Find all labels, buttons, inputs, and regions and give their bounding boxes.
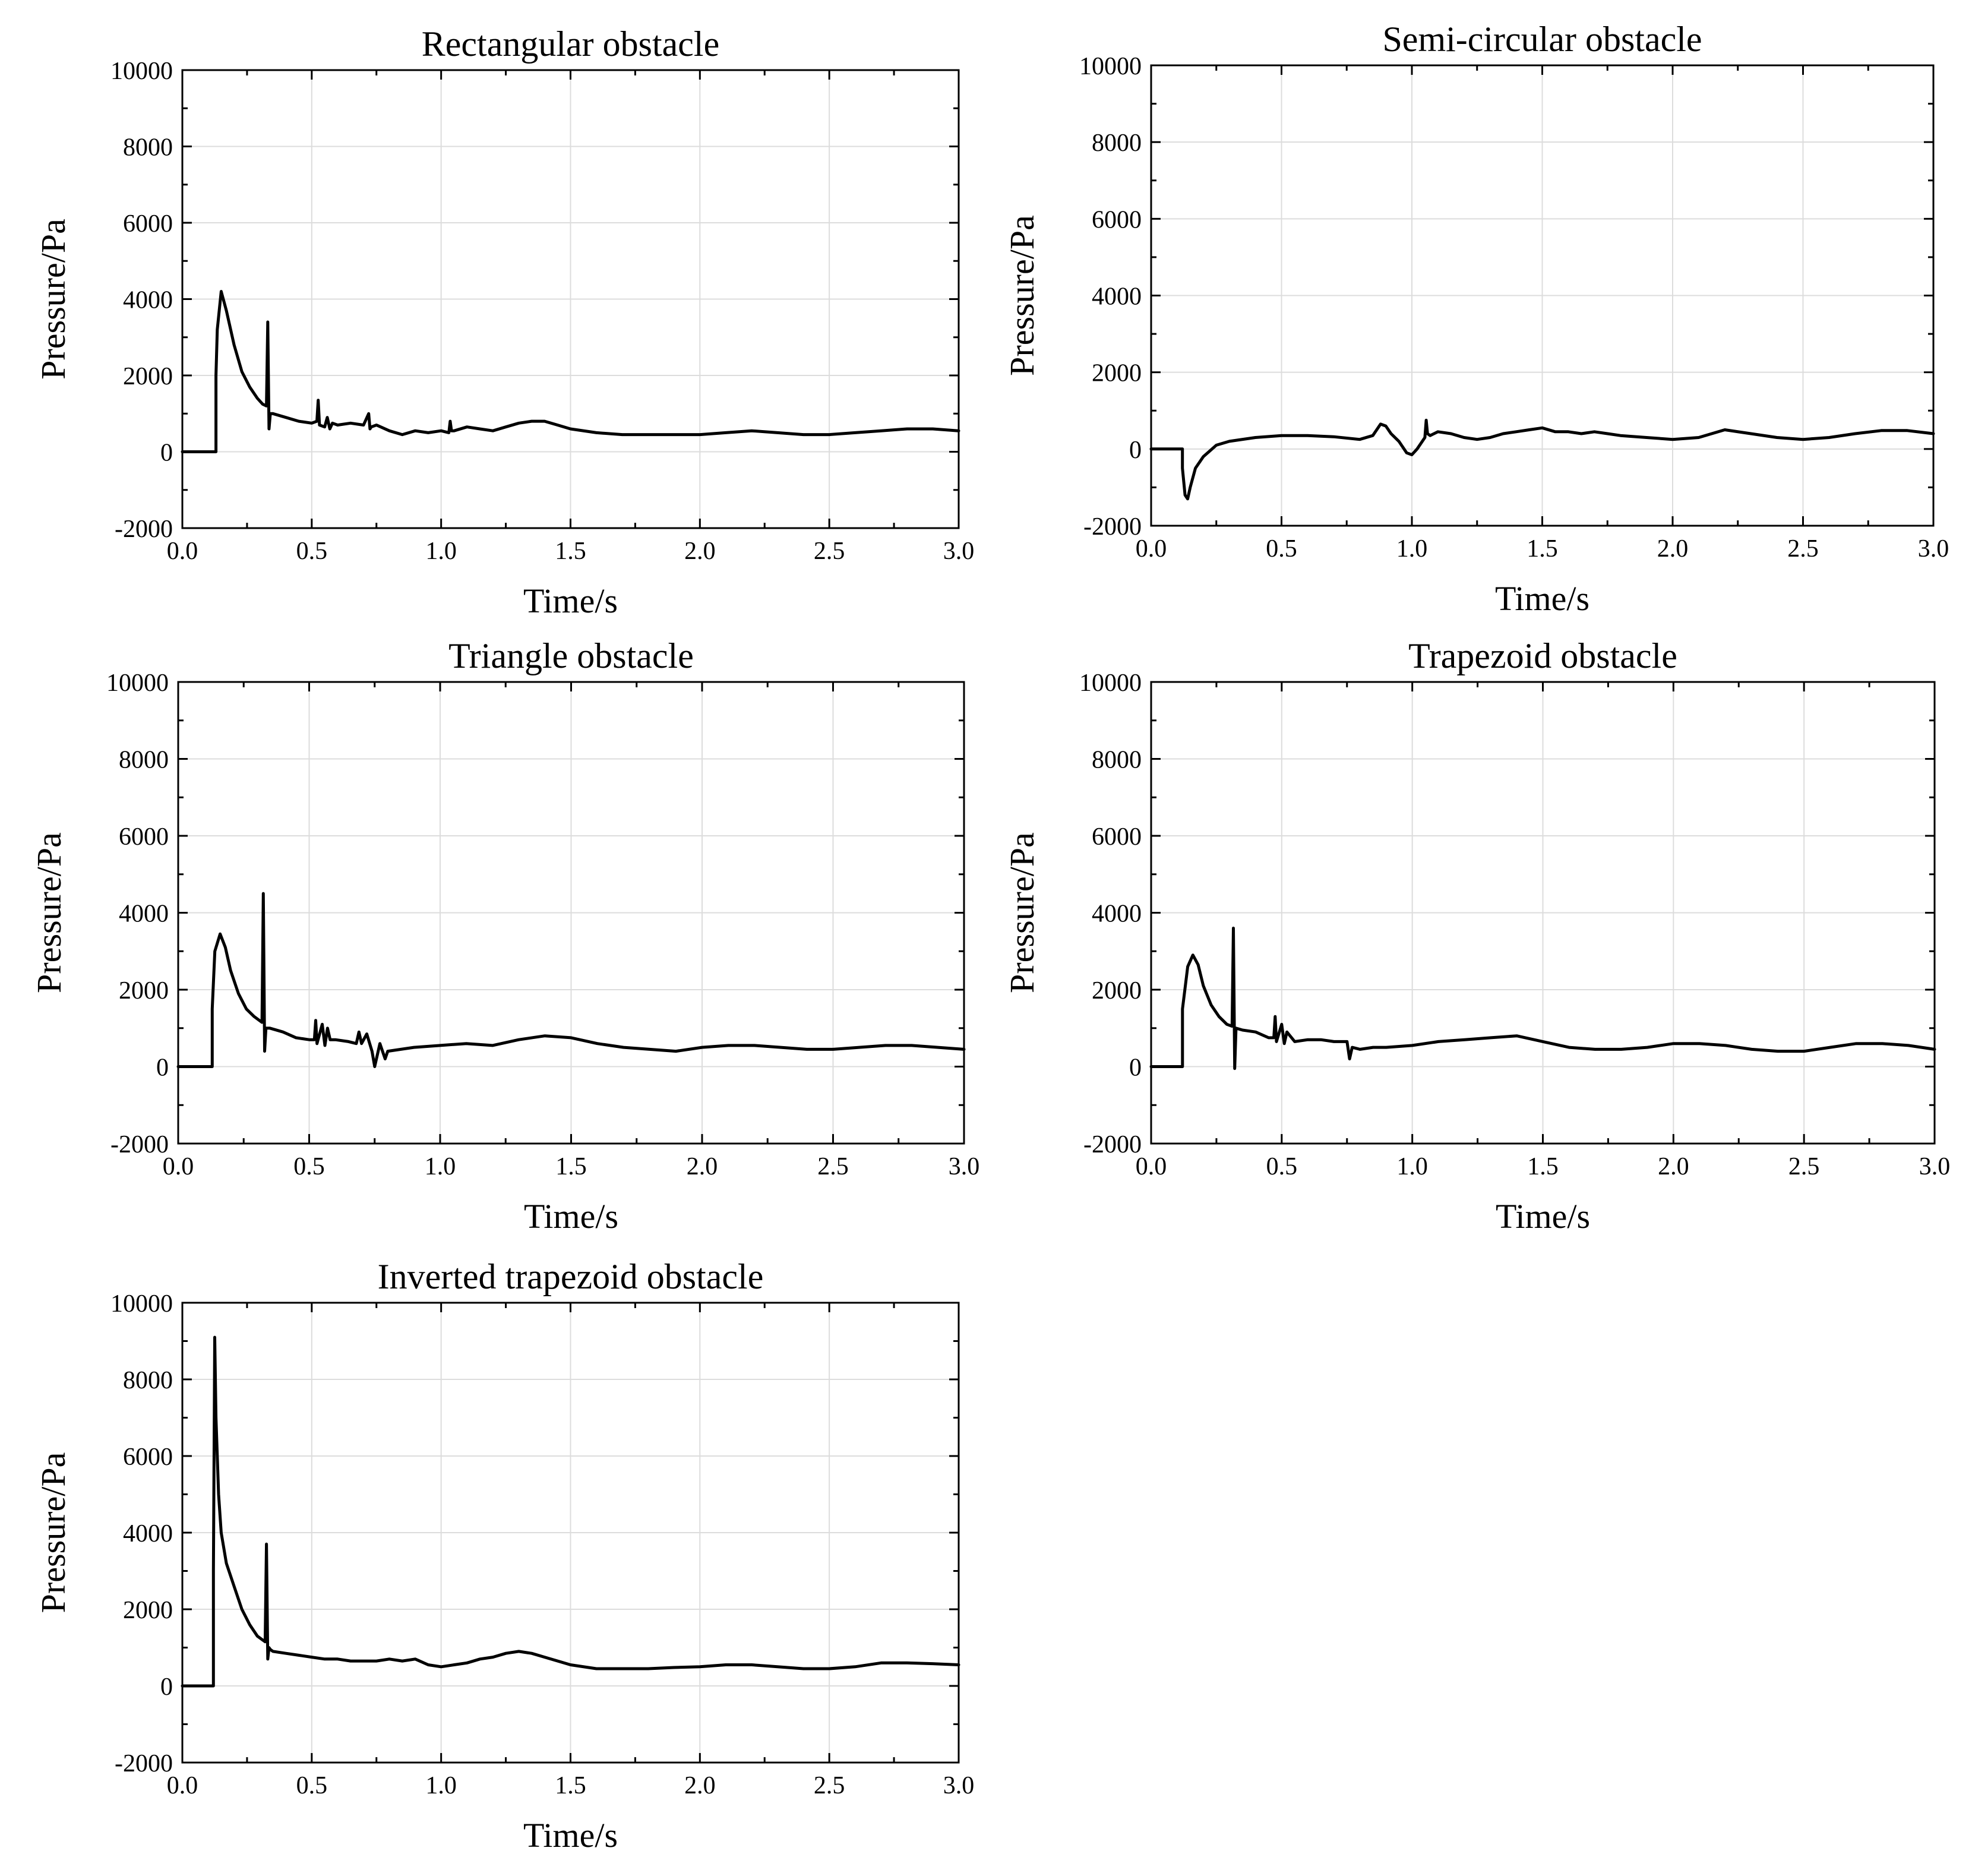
y-tick-label: 6000	[123, 210, 173, 238]
chart-title: Semi-circular obstacle	[1382, 20, 1702, 59]
x-axis-title: Time/s	[523, 582, 618, 620]
y-axis-title: Pressure/Pa	[34, 219, 72, 380]
x-tick-label: 0.0	[163, 1153, 194, 1180]
y-tick-label: -2000	[1083, 1131, 1142, 1158]
pressure-series-line	[1149, 418, 1935, 501]
chart-panel-1: 0.0 0.5 1.0 1.5 2.0 2.5 3.0 -2000 0 2000 4000 6000 8…	[34, 24, 974, 620]
y-axis-title: Pressure/Pa	[1003, 832, 1041, 993]
chart-title: Inverted trapezoid obstacle	[378, 1257, 764, 1296]
x-tick-label: 3.0	[1919, 1153, 1951, 1180]
x-tick-label: 2.5	[1788, 1153, 1820, 1180]
chart-title: Rectangular obstacle	[422, 24, 719, 64]
x-tick-label: 2.0	[1658, 1153, 1689, 1180]
y-axis-title: Pressure/Pa	[34, 1452, 72, 1613]
y-tick-label: 0	[160, 1673, 173, 1701]
x-tick-label: 0.5	[293, 1153, 325, 1180]
pressure-series-line	[181, 290, 960, 453]
x-axis-title: Time/s	[524, 1197, 618, 1236]
y-tick-label: 10000	[110, 1290, 173, 1318]
x-tick-label: 0.5	[296, 538, 328, 565]
x-tick-label: 0.5	[296, 1772, 328, 1799]
chart-panel-4: 0.0 0.5 1.0 1.5 2.0 2.5 3.0 -2000 0 2000 4000 6000 8…	[1003, 636, 1950, 1236]
y-tick-label: 4000	[1092, 283, 1142, 311]
x-tick-label: 2.0	[684, 538, 716, 565]
y-tick-label: -2000	[1083, 513, 1142, 541]
x-tick-label: 1.5	[1527, 535, 1558, 563]
chart-panel-2: 0.0 0.5 1.0 1.5 2.0 2.5 3.0 -2000 0 2000 4000 6000 8…	[1003, 20, 1949, 618]
x-tick-label: 0.5	[1266, 1153, 1298, 1180]
chart-title: Trapezoid obstacle	[1408, 636, 1677, 675]
x-tick-label: 2.5	[1787, 535, 1819, 563]
y-tick-label: 6000	[119, 823, 169, 851]
x-tick-label: 2.5	[814, 538, 845, 565]
y-tick-label: 8000	[1092, 130, 1142, 157]
x-tick-label: 0.5	[1266, 535, 1297, 563]
y-tick-label: 2000	[1092, 977, 1142, 1005]
y-tick-label: 10000	[106, 669, 169, 697]
x-tick-label: 2.0	[1657, 535, 1689, 563]
y-tick-label: 0	[156, 1054, 169, 1082]
chart-panel-3: 0.0 0.5 1.0 1.5 2.0 2.5 3.0 -2000 0 2000 4000 6000 8…	[30, 636, 979, 1236]
y-tick-label: 10000	[1079, 53, 1142, 80]
x-axis-title: Time/s	[1496, 1197, 1590, 1236]
x-tick-label: 3.0	[949, 1153, 980, 1180]
y-tick-label: 6000	[1092, 823, 1142, 851]
x-tick-label: 3.0	[943, 538, 975, 565]
x-tick-label: 2.5	[814, 1772, 845, 1799]
y-tick-label: 4000	[119, 901, 169, 928]
y-tick-label: 2000	[1092, 360, 1142, 387]
y-axis-title: Pressure/Pa	[1003, 215, 1041, 376]
y-tick-label: 8000	[123, 134, 173, 162]
y-tick-label: 10000	[110, 58, 173, 85]
x-tick-label: 0.0	[1136, 1153, 1167, 1180]
x-tick-label: 3.0	[1918, 535, 1949, 563]
y-tick-label: 4000	[1092, 901, 1142, 928]
x-tick-label: 2.0	[684, 1772, 716, 1799]
x-tick-label: 0.0	[167, 538, 198, 565]
x-tick-label: 1.5	[555, 538, 586, 565]
y-tick-label: 2000	[119, 977, 169, 1005]
pressure-series-line	[176, 892, 966, 1068]
x-axis-title: Time/s	[523, 1816, 618, 1855]
y-tick-label: 0	[1129, 437, 1142, 464]
chart-panel-5: 0.0 0.5 1.0 1.5 2.0 2.5 3.0 -2000 0 2000 4000 6000 8…	[34, 1257, 974, 1855]
x-tick-label: 1.0	[1396, 535, 1428, 563]
y-tick-label: 6000	[123, 1444, 173, 1471]
x-tick-label: 0.0	[167, 1772, 198, 1799]
y-tick-label: 0	[160, 440, 173, 467]
y-tick-label: 10000	[1079, 669, 1142, 697]
y-tick-label: 8000	[119, 747, 169, 774]
y-axis-title: Pressure/Pa	[30, 832, 68, 993]
y-tick-label: -2000	[115, 516, 173, 543]
x-tick-label: 1.5	[555, 1153, 587, 1180]
x-tick-label: 1.5	[555, 1772, 586, 1799]
y-tick-label: 4000	[123, 287, 173, 314]
pressure-series-line	[1149, 926, 1936, 1070]
x-tick-label: 0.0	[1136, 535, 1167, 563]
y-tick-label: -2000	[110, 1131, 169, 1158]
y-tick-label: 4000	[123, 1520, 173, 1547]
pressure-series-line	[181, 1335, 960, 1688]
y-tick-label: 8000	[123, 1367, 173, 1394]
chart-title: Triangle obstacle	[448, 636, 694, 675]
y-tick-label: 0	[1129, 1054, 1142, 1082]
x-tick-label: 1.5	[1527, 1153, 1559, 1180]
y-tick-label: 2000	[123, 363, 173, 390]
y-tick-label: 2000	[123, 1597, 173, 1624]
x-axis-title: Time/s	[1495, 579, 1589, 618]
x-tick-label: 1.0	[425, 538, 457, 565]
y-tick-label: -2000	[115, 1750, 173, 1777]
x-tick-label: 2.5	[817, 1153, 849, 1180]
y-tick-label: 8000	[1092, 747, 1142, 774]
x-tick-label: 2.0	[687, 1153, 718, 1180]
x-tick-label: 1.0	[425, 1772, 457, 1799]
x-tick-label: 1.0	[425, 1153, 456, 1180]
y-tick-label: 6000	[1092, 206, 1142, 233]
x-tick-label: 3.0	[943, 1772, 975, 1799]
x-tick-label: 1.0	[1396, 1153, 1428, 1180]
